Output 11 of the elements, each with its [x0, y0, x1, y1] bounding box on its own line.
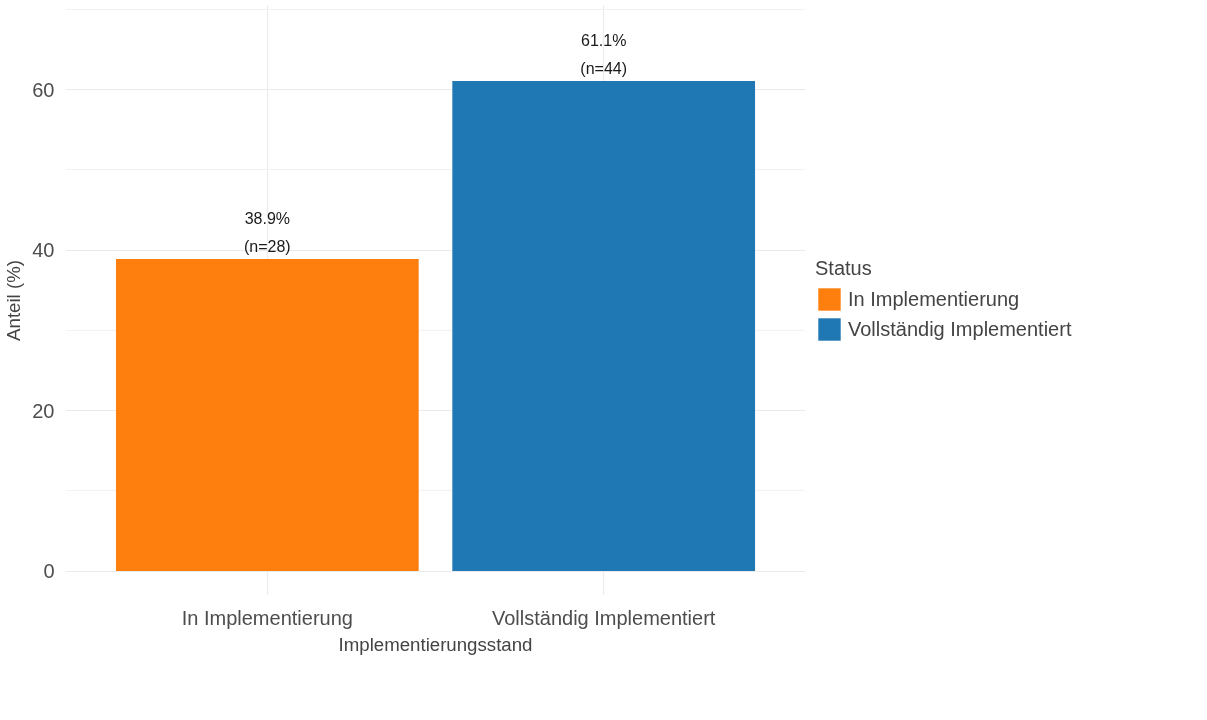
data-label: 61.1% (n=44) [580, 31, 628, 77]
data-label: 38.9% (n=28) [243, 209, 291, 255]
y-tick-label: 0 [43, 560, 55, 583]
y-tick-label: 60 [32, 78, 55, 101]
legend-title: Status [815, 257, 873, 280]
legend-label: In Implementierung [848, 287, 1020, 311]
legend-label: Vollständig Implementiert [848, 317, 1072, 341]
y-tick-label: 40 [32, 239, 55, 262]
y-tick-label: 20 [32, 399, 55, 422]
y-axis-title: Anteil (%) [3, 260, 25, 341]
x-axis-title: Implementierungsstand [338, 633, 533, 655]
